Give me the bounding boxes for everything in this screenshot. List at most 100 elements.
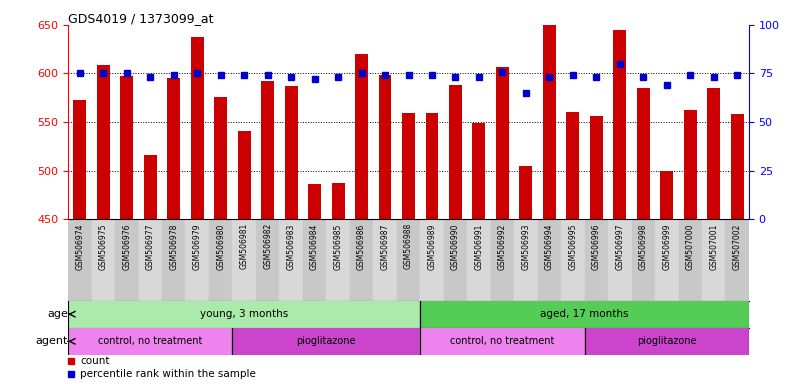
Text: GSM507000: GSM507000 bbox=[686, 223, 694, 270]
Text: GSM506989: GSM506989 bbox=[428, 223, 437, 270]
Bar bbox=[308, 184, 321, 384]
Bar bbox=[519, 166, 533, 384]
Bar bbox=[379, 75, 392, 384]
Bar bbox=[402, 113, 415, 384]
Bar bbox=[585, 219, 608, 301]
Bar bbox=[68, 301, 421, 328]
Text: GSM506977: GSM506977 bbox=[146, 223, 155, 270]
Bar bbox=[97, 65, 110, 384]
Text: GSM506996: GSM506996 bbox=[592, 223, 601, 270]
Bar bbox=[655, 219, 678, 301]
Bar bbox=[678, 219, 702, 301]
Bar bbox=[590, 116, 603, 384]
Bar bbox=[585, 328, 749, 355]
Text: GSM506983: GSM506983 bbox=[287, 223, 296, 270]
Bar bbox=[144, 155, 157, 384]
Bar bbox=[631, 219, 655, 301]
Text: GSM506987: GSM506987 bbox=[380, 223, 389, 270]
Text: GSM506995: GSM506995 bbox=[569, 223, 578, 270]
Bar bbox=[614, 30, 626, 384]
Text: GSM506984: GSM506984 bbox=[310, 223, 319, 270]
Bar bbox=[167, 78, 180, 384]
Bar bbox=[421, 219, 444, 301]
Text: GSM506976: GSM506976 bbox=[123, 223, 131, 270]
Text: GSM506982: GSM506982 bbox=[264, 223, 272, 270]
Bar bbox=[421, 301, 749, 328]
Bar bbox=[186, 219, 209, 301]
Text: count: count bbox=[80, 356, 110, 366]
Bar bbox=[139, 219, 162, 301]
Bar bbox=[637, 88, 650, 384]
Bar bbox=[115, 219, 139, 301]
Bar bbox=[214, 97, 227, 384]
Bar bbox=[702, 219, 726, 301]
Bar bbox=[684, 110, 697, 384]
Bar bbox=[326, 219, 350, 301]
Text: GDS4019 / 1373099_at: GDS4019 / 1373099_at bbox=[68, 12, 214, 25]
Bar bbox=[191, 36, 203, 384]
Bar bbox=[537, 219, 562, 301]
Bar bbox=[74, 100, 87, 384]
Bar bbox=[425, 113, 438, 384]
Text: GSM506985: GSM506985 bbox=[333, 223, 343, 270]
Bar bbox=[261, 81, 274, 384]
Bar bbox=[467, 219, 491, 301]
Text: GSM506980: GSM506980 bbox=[216, 223, 225, 270]
Text: percentile rank within the sample: percentile rank within the sample bbox=[80, 369, 256, 379]
Bar bbox=[280, 219, 303, 301]
Text: GSM506997: GSM506997 bbox=[615, 223, 624, 270]
Bar bbox=[256, 219, 280, 301]
Text: GSM506975: GSM506975 bbox=[99, 223, 108, 270]
Text: young, 3 months: young, 3 months bbox=[200, 309, 288, 319]
Text: GSM506992: GSM506992 bbox=[498, 223, 507, 270]
Bar bbox=[303, 219, 326, 301]
Bar bbox=[68, 328, 232, 355]
Bar bbox=[162, 219, 186, 301]
Text: GSM506979: GSM506979 bbox=[193, 223, 202, 270]
Bar bbox=[707, 88, 720, 384]
Bar bbox=[232, 219, 256, 301]
Text: GSM506993: GSM506993 bbox=[521, 223, 530, 270]
Text: GSM506978: GSM506978 bbox=[169, 223, 179, 270]
Text: GSM506974: GSM506974 bbox=[75, 223, 84, 270]
Text: GSM506999: GSM506999 bbox=[662, 223, 671, 270]
Bar bbox=[608, 219, 631, 301]
Bar bbox=[373, 219, 396, 301]
Bar bbox=[209, 219, 232, 301]
Bar bbox=[232, 328, 421, 355]
Text: control, no treatment: control, no treatment bbox=[98, 336, 203, 346]
Bar bbox=[543, 24, 556, 384]
Bar bbox=[473, 123, 485, 384]
Bar bbox=[491, 219, 514, 301]
Text: control, no treatment: control, no treatment bbox=[450, 336, 554, 346]
Bar bbox=[726, 219, 749, 301]
Text: GSM506988: GSM506988 bbox=[404, 223, 413, 270]
Bar bbox=[496, 67, 509, 384]
Text: pioglitazone: pioglitazone bbox=[296, 336, 356, 346]
Bar bbox=[332, 183, 344, 384]
Text: GSM507002: GSM507002 bbox=[733, 223, 742, 270]
Text: GSM506981: GSM506981 bbox=[239, 223, 248, 270]
Bar bbox=[421, 328, 585, 355]
Bar bbox=[562, 219, 585, 301]
Text: aged, 17 months: aged, 17 months bbox=[541, 309, 629, 319]
Text: GSM507001: GSM507001 bbox=[709, 223, 718, 270]
Bar bbox=[238, 131, 251, 384]
Bar bbox=[350, 219, 373, 301]
Text: GSM506994: GSM506994 bbox=[545, 223, 553, 270]
Text: GSM506991: GSM506991 bbox=[474, 223, 484, 270]
Bar bbox=[444, 219, 467, 301]
Bar bbox=[566, 112, 579, 384]
Text: GSM506986: GSM506986 bbox=[357, 223, 366, 270]
Bar bbox=[514, 219, 537, 301]
Bar bbox=[355, 54, 368, 384]
Bar bbox=[660, 170, 673, 384]
Bar bbox=[731, 114, 743, 384]
Bar bbox=[284, 86, 298, 384]
Text: GSM506998: GSM506998 bbox=[638, 223, 648, 270]
Text: age: age bbox=[47, 309, 68, 319]
Bar bbox=[68, 219, 91, 301]
Bar bbox=[396, 219, 421, 301]
Bar bbox=[91, 219, 115, 301]
Text: pioglitazone: pioglitazone bbox=[637, 336, 697, 346]
